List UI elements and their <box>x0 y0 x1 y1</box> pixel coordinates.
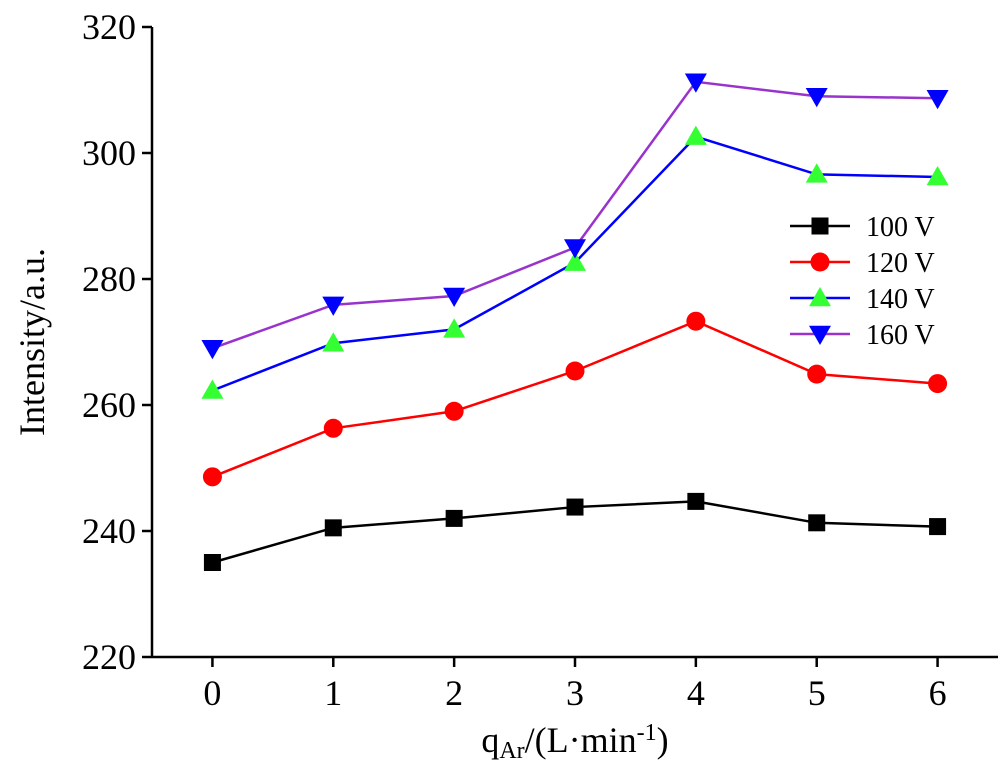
data-point <box>928 374 948 394</box>
series-line <box>211 319 938 478</box>
data-point <box>564 251 586 271</box>
series-line <box>212 80 938 350</box>
legend-item: 100 V <box>790 212 935 243</box>
legend-marker <box>809 325 831 345</box>
legend-marker <box>809 287 831 307</box>
y-tick-label: 300 <box>82 133 136 173</box>
data-point <box>444 401 464 421</box>
data-point <box>445 509 463 527</box>
data-point <box>564 239 586 259</box>
x-axis-title-superscript: -1 <box>637 720 657 746</box>
data-point <box>926 165 949 186</box>
legend: 100 V 120 V 140 V 160 V <box>790 212 935 351</box>
y-axis-title: Intensity/a.u. <box>12 248 52 436</box>
data-point <box>565 361 585 381</box>
data-point <box>684 125 707 145</box>
data-point <box>566 498 584 516</box>
series-160v <box>201 73 949 360</box>
data-point <box>443 287 466 308</box>
x-tick-label: 5 <box>808 673 826 713</box>
data-point <box>202 467 222 487</box>
data-point <box>807 364 827 384</box>
series-120v <box>202 311 948 487</box>
x-tick-label: 0 <box>203 673 221 713</box>
x-axis-title-unit: /(L·min <box>525 720 637 760</box>
x-tick-label: 3 <box>566 673 584 713</box>
data-point <box>926 89 949 110</box>
y-tick-label: 260 <box>82 385 136 425</box>
x-axis-title-close: ) <box>657 720 669 760</box>
data-point <box>929 518 947 536</box>
series-layer <box>201 73 949 571</box>
x-tick-label: 2 <box>445 673 463 713</box>
legend-label: 160 V <box>866 320 935 351</box>
legend-item: 160 V <box>790 320 935 351</box>
data-point <box>805 88 828 108</box>
data-point <box>686 311 706 331</box>
legend-label: 140 V <box>866 284 935 315</box>
x-axis-title-subscript: Ar <box>499 738 524 764</box>
data-point <box>201 379 224 399</box>
legend-label: 100 V <box>866 212 935 243</box>
ticks: 220 240 260 280 300 320 0 1 2 3 4 5 6 <box>82 7 947 713</box>
x-tick-label: 1 <box>324 673 342 713</box>
data-point <box>201 340 224 360</box>
data-point <box>322 296 345 316</box>
series-140v <box>201 125 949 399</box>
legend-marker <box>810 252 830 272</box>
legend-marker <box>811 217 829 235</box>
x-tick-label: 6 <box>929 673 947 713</box>
data-point <box>808 514 826 532</box>
legend-item: 140 V <box>790 284 935 315</box>
data-point <box>805 163 828 183</box>
data-point <box>443 318 466 338</box>
y-tick-label: 280 <box>82 259 136 299</box>
series-100v <box>203 492 947 571</box>
x-axis-title: qAr/(L·min-1) <box>481 720 668 764</box>
data-point <box>324 519 342 537</box>
data-point <box>322 332 345 352</box>
data-point <box>684 73 707 93</box>
data-point <box>203 554 221 571</box>
data-point <box>687 492 705 510</box>
legend-label: 120 V <box>866 248 935 279</box>
data-point <box>323 418 343 438</box>
x-tick-label: 4 <box>687 673 705 713</box>
y-tick-label: 320 <box>82 7 136 47</box>
x-axis-title-main: q <box>481 720 499 760</box>
y-tick-label: 220 <box>82 637 136 677</box>
legend-item: 120 V <box>790 248 935 279</box>
y-tick-label: 240 <box>82 511 136 551</box>
